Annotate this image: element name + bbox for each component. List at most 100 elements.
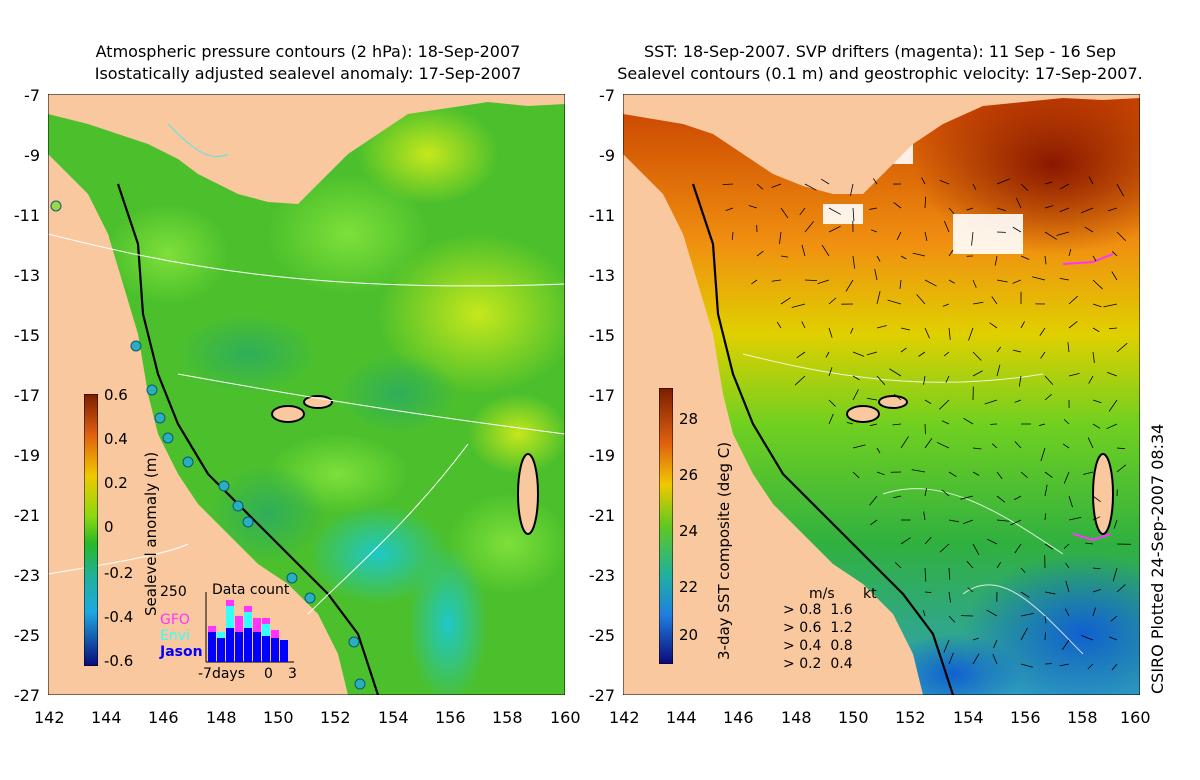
velocity-arrow xyxy=(1092,495,1101,503)
velocity-arrow xyxy=(963,417,974,425)
left-ytick-5: -17 xyxy=(13,386,40,405)
velocity-arrow xyxy=(924,231,928,242)
velocity-arrow xyxy=(1044,484,1048,497)
velocity-arrow xyxy=(1116,584,1126,593)
velocity-arrow xyxy=(776,321,782,329)
velocity-arrow xyxy=(1020,255,1030,260)
velocity-arrow xyxy=(1106,371,1118,377)
left-ytick-6: -19 xyxy=(13,446,40,465)
cb-left-tick-6: -0.6 xyxy=(104,652,134,670)
left-xtick-5: 152 xyxy=(320,708,351,727)
velocity-arrow xyxy=(991,443,998,449)
cb-right-tick-2: 24 xyxy=(679,522,699,540)
right-ytick-3: -13 xyxy=(588,266,615,285)
new-guinea-land xyxy=(48,94,565,204)
velocity-arrow xyxy=(993,639,998,648)
velocity-arrow xyxy=(1015,197,1022,209)
velocity-arrow xyxy=(870,519,878,526)
velocity-arrow xyxy=(1112,567,1118,582)
plot-credit: CSIRO Plotted 24-Sep-2007 08:34 xyxy=(1148,423,1167,694)
velocity-arrow xyxy=(869,423,878,427)
right-ytick-9: -25 xyxy=(588,626,615,645)
velocity-arrow xyxy=(1092,399,1102,404)
velocity-arrow xyxy=(893,202,902,209)
velocity-arrow xyxy=(1107,207,1118,212)
velocity-arrow xyxy=(972,471,980,476)
velocity-arrow xyxy=(1065,580,1070,593)
speed-legend-row-0: > 0.8 1.6 xyxy=(783,602,853,618)
right-xtick-8: 158 xyxy=(1067,708,1098,727)
velocity-arrow xyxy=(804,279,818,282)
right-ytick-1: -9 xyxy=(599,146,615,165)
velocity-arrow xyxy=(852,389,859,401)
velocity-arrow xyxy=(1087,437,1094,449)
velocity-arrow xyxy=(1103,303,1118,308)
velocity-arrow xyxy=(948,207,955,215)
velocity-arrow xyxy=(1116,231,1127,242)
cb-left-tick-4: -0.2 xyxy=(104,564,134,582)
velocity-arrow xyxy=(924,399,932,405)
velocity-arrow xyxy=(948,279,955,284)
velocity-arrow xyxy=(945,375,950,383)
speed-legend-ms-header: m/s xyxy=(809,586,835,602)
velocity-arrow xyxy=(780,255,789,258)
velocity-arrow xyxy=(972,653,980,665)
velocity-arrow xyxy=(1044,615,1047,624)
cb-left-tick-2: 0.2 xyxy=(104,474,128,492)
left-xtick-0: 142 xyxy=(34,708,65,727)
right-title-line1: SST: 18-Sep-2007. SVP drifters (magenta)… xyxy=(644,42,1116,61)
velocity-arrow xyxy=(876,325,887,329)
velocity-arrow xyxy=(924,279,937,287)
velocity-arrow xyxy=(1088,375,1094,384)
velocity-arrow xyxy=(828,207,841,215)
velocity-arrow xyxy=(918,351,926,357)
velocity-arrow xyxy=(1044,471,1053,478)
velocity-arrow xyxy=(1068,495,1073,508)
velocity-arrow xyxy=(780,207,789,219)
velocity-arrow xyxy=(1020,567,1026,573)
velocity-arrow xyxy=(996,562,1001,569)
velocity-arrow xyxy=(1056,231,1070,236)
velocity-arrow xyxy=(972,543,980,556)
velocity-arrow xyxy=(924,536,932,545)
velocity-arrow xyxy=(912,252,926,257)
right-xtick-6: 154 xyxy=(953,708,984,727)
cb-right-tick-4: 20 xyxy=(679,626,699,644)
velocity-arrow xyxy=(943,220,950,233)
velocity-arrow xyxy=(989,322,998,329)
velocity-arrow xyxy=(801,321,806,329)
right-xtick-0: 142 xyxy=(609,708,640,727)
inset-x-mid: 0 xyxy=(264,666,273,682)
sst-map xyxy=(622,74,1200,714)
left-ytick-2: -11 xyxy=(13,206,40,225)
velocity-arrow xyxy=(1040,447,1046,462)
velocity-arrow xyxy=(1010,519,1022,526)
velocity-arrow xyxy=(751,279,758,285)
velocity-arrow xyxy=(941,489,950,497)
velocity-arrow xyxy=(1067,342,1070,353)
velocity-arrow xyxy=(780,297,791,305)
velocity-arrow xyxy=(1044,255,1047,265)
left-ytick-8: -23 xyxy=(13,566,40,585)
velocity-arrow xyxy=(804,183,817,191)
cb-left-tick-0: 0.6 xyxy=(104,386,128,404)
velocity-arrow xyxy=(1068,516,1082,521)
velocity-arrow xyxy=(846,422,854,425)
velocity-arrow xyxy=(1044,394,1052,401)
left-xtick-4: 150 xyxy=(263,708,294,727)
velocity-arrow xyxy=(1044,543,1054,550)
velocity-arrow xyxy=(924,591,932,593)
velocity-arrow xyxy=(869,207,878,210)
left-ytick-10: -27 xyxy=(13,686,40,705)
velocity-arrow xyxy=(948,615,956,623)
inset-legend-jason: Jason xyxy=(160,644,203,660)
inset-ymax: 250 xyxy=(160,584,187,600)
inset-legend-gfo: GFO xyxy=(160,612,190,628)
velocity-arrow xyxy=(1044,591,1056,595)
velocity-arrow xyxy=(991,296,998,305)
velocity-arrow xyxy=(876,471,885,476)
data-count-histogram xyxy=(205,592,294,663)
left-xtick-9: 160 xyxy=(550,708,581,727)
velocity-arrow xyxy=(996,519,1010,522)
velocity-arrow xyxy=(996,178,1010,185)
